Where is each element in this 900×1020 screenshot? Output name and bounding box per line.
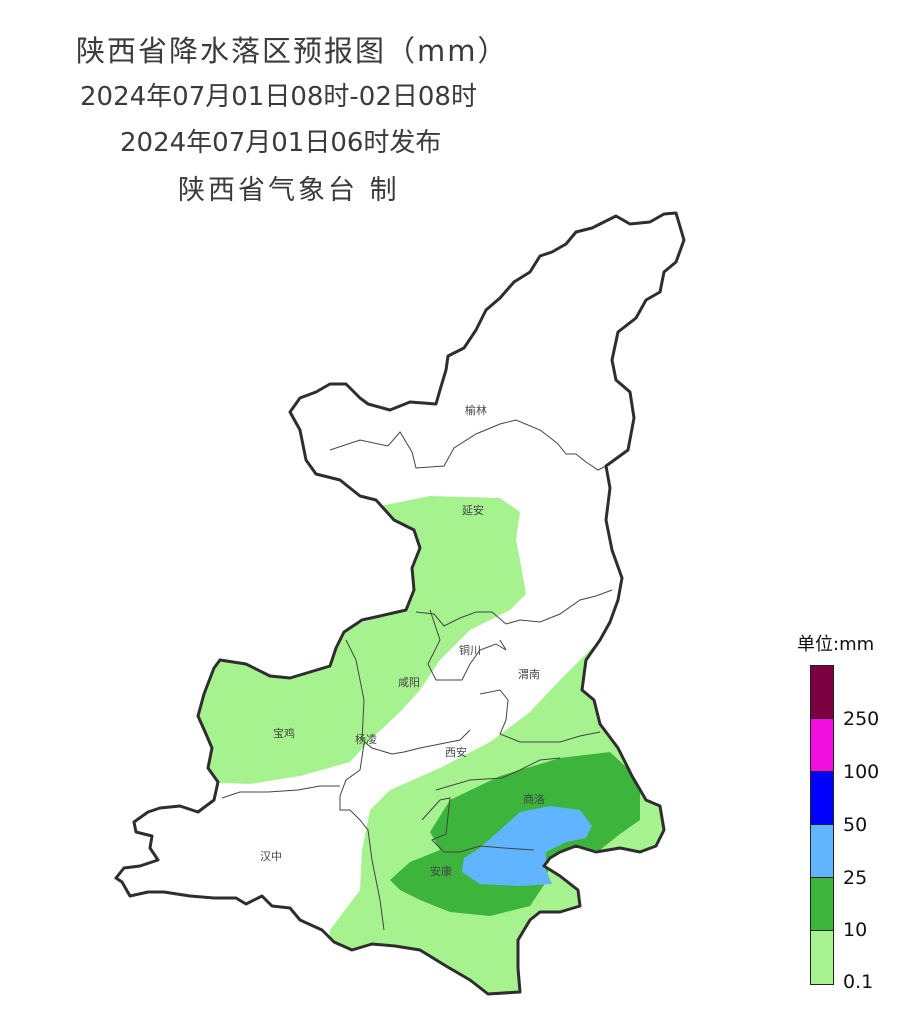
forecast-period: 2024年07月01日08时-02日08时 (80, 82, 477, 112)
city-label-yulin: 榆林 (465, 403, 487, 417)
city-boundaries (221, 419, 613, 931)
legend-label-50: 50 (843, 814, 868, 836)
legend-label-250: 250 (843, 708, 880, 730)
city-label-tongchuan: 铜川 (459, 643, 481, 657)
city-label-weinan: 渭南 (518, 668, 540, 681)
city-labels: 榆林 延安 铜川 渭南 咸阳 宝鸡 杨凌 西安 商洛 汉中 安康 (260, 403, 545, 878)
city-label-ankang: 安康 (430, 864, 452, 878)
legend-label-100: 100 (843, 761, 880, 783)
legend-swatch-10-25 (811, 878, 833, 931)
city-label-xian: 西安 (445, 745, 467, 759)
legend-label-0.1: 0.1 (843, 971, 874, 993)
legend-swatch-25-50 (811, 825, 833, 878)
legend-colorbar (810, 665, 834, 985)
legend-label-10: 10 (843, 919, 868, 941)
city-label-xianyang: 咸阳 (398, 676, 420, 689)
legend-swatch-100-250 (811, 719, 833, 772)
city-label-hanzhong: 汉中 (260, 850, 282, 863)
issue-time: 2024年07月01日06时发布 (120, 128, 442, 158)
legend-swatch-250plus (811, 666, 833, 719)
legend-label-25: 25 (843, 867, 868, 889)
city-label-yangling: 杨凌 (355, 732, 377, 746)
legend-swatch-0.1-10 (811, 931, 833, 984)
rain-area-heavy (462, 806, 592, 886)
legend-swatch-50-100 (811, 772, 833, 825)
rain-area-light (190, 496, 526, 784)
map-title: 陕西省降水落区预报图（mm） (76, 34, 509, 68)
producer: 陕西省气象台 制 (178, 175, 400, 206)
city-label-yanan: 延安 (462, 503, 484, 517)
legend-title: 单位:mm (797, 634, 875, 655)
precipitation-layer (190, 496, 684, 994)
city-label-baoji: 宝鸡 (273, 726, 295, 740)
city-label-shangluo: 商洛 (523, 792, 545, 806)
